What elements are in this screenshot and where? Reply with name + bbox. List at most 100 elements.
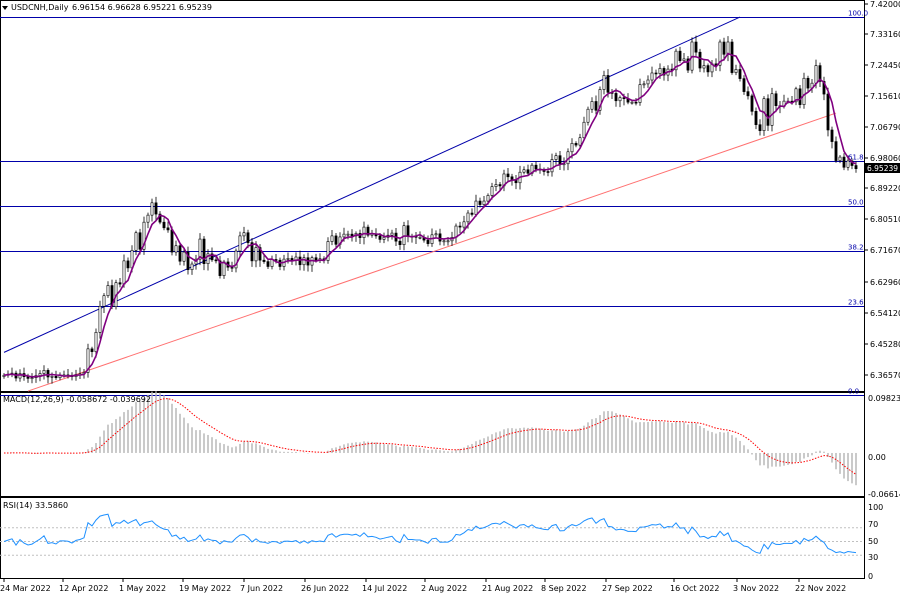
price-tick-label: 6.45280 [870, 340, 900, 349]
candle-body [90, 348, 94, 352]
moving-average-line [3, 52, 857, 378]
price-tick-label: 7.06790 [870, 123, 900, 132]
candle-body [486, 195, 490, 202]
candle-body [698, 51, 702, 69]
candle-body [362, 226, 366, 238]
fib-level-label: 61.8 [848, 154, 864, 162]
rsi-tick-label: 100 [868, 503, 883, 512]
candle-body [526, 169, 530, 174]
candle-body [754, 111, 758, 125]
candle-body [186, 251, 190, 270]
date-tick-label: 22 Nov 2022 [795, 584, 846, 593]
macd-signal-line [4, 398, 857, 475]
date-tick-label: 19 May 2022 [179, 584, 231, 593]
price-tick-label: 6.80510 [870, 215, 900, 224]
candle-body [458, 225, 462, 228]
candle-body [750, 95, 754, 112]
candle-body [586, 108, 590, 123]
candle-body [614, 93, 618, 102]
candle-body [722, 41, 726, 55]
candle-body [50, 376, 54, 378]
candle-body [446, 240, 450, 243]
candle-body [574, 143, 578, 146]
candle-body [134, 232, 138, 251]
candle-body [522, 169, 526, 173]
candle-body [142, 221, 146, 250]
candle-body [470, 212, 474, 215]
candle-body [314, 257, 318, 261]
macd-tick-label: 0.098235 [868, 394, 900, 403]
last-price-tag [865, 163, 900, 173]
candle-body [718, 41, 722, 66]
candle-body [258, 247, 262, 261]
date-tick-label: 7 Jun 2022 [240, 584, 283, 593]
rsi-tick-label: 50 [868, 537, 878, 546]
candle-body [298, 256, 302, 266]
rsi-tick-label: 30 [868, 553, 878, 562]
candle-body [598, 89, 602, 111]
candle-body [726, 41, 730, 55]
chart-menu-triangle-icon[interactable] [2, 6, 8, 10]
candle-body [190, 263, 194, 270]
candle-body [238, 235, 242, 252]
candle-body [686, 58, 690, 71]
rsi-line [3, 513, 857, 554]
candle-body [746, 91, 750, 97]
candle-body [266, 261, 270, 267]
candle-body [594, 101, 598, 111]
candle-body [346, 233, 350, 236]
candle-body [462, 221, 466, 228]
candle-body [350, 233, 354, 237]
candle-body [382, 237, 386, 240]
candle-body [170, 229, 174, 253]
candle-body [842, 156, 846, 168]
candle-body [378, 235, 382, 240]
candle-body [122, 260, 126, 285]
candle-body [2, 374, 6, 377]
candle-body [662, 68, 666, 76]
candle-body [550, 159, 554, 173]
candle-body [734, 69, 738, 73]
candle-body [234, 250, 238, 269]
candle-body [774, 93, 778, 106]
candle-body [578, 137, 582, 146]
candle-body [38, 373, 42, 376]
candle-body [554, 155, 558, 160]
candle-body [30, 377, 34, 380]
candle-body [390, 232, 394, 236]
fib-level-label: 100.0 [848, 10, 868, 18]
trendline [27, 112, 837, 392]
candle-body [674, 50, 678, 71]
candle-body [818, 65, 822, 82]
candle-body [622, 97, 626, 99]
candle-body [642, 83, 646, 86]
candle-body [798, 88, 802, 105]
candle-body [286, 258, 290, 260]
candle-body [342, 233, 346, 238]
candle-body [154, 202, 158, 215]
candle-body [222, 261, 226, 276]
candle-body [290, 258, 294, 261]
candle-body [494, 184, 498, 187]
candle-body [618, 97, 622, 102]
rsi-tick-label: 70 [868, 520, 878, 529]
candle-body [402, 225, 406, 245]
candle-body [482, 200, 486, 205]
candle-body [466, 212, 470, 223]
candle-body [546, 171, 550, 173]
candle-body [118, 282, 122, 285]
candle-body [434, 233, 438, 236]
date-tick-label: 24 Mar 2022 [0, 584, 51, 593]
rsi-pane [0, 497, 865, 579]
candle-body [254, 247, 258, 262]
candle-body [838, 156, 842, 161]
macd-pane [0, 392, 865, 497]
candle-body [638, 84, 642, 103]
candle-body [46, 370, 50, 378]
candle-body [202, 238, 206, 264]
candle-body [270, 259, 274, 267]
candle-body [534, 164, 538, 170]
candle-body [766, 98, 770, 126]
macd-tick-label: -0.066144 [868, 490, 900, 499]
candle-body [490, 186, 494, 196]
